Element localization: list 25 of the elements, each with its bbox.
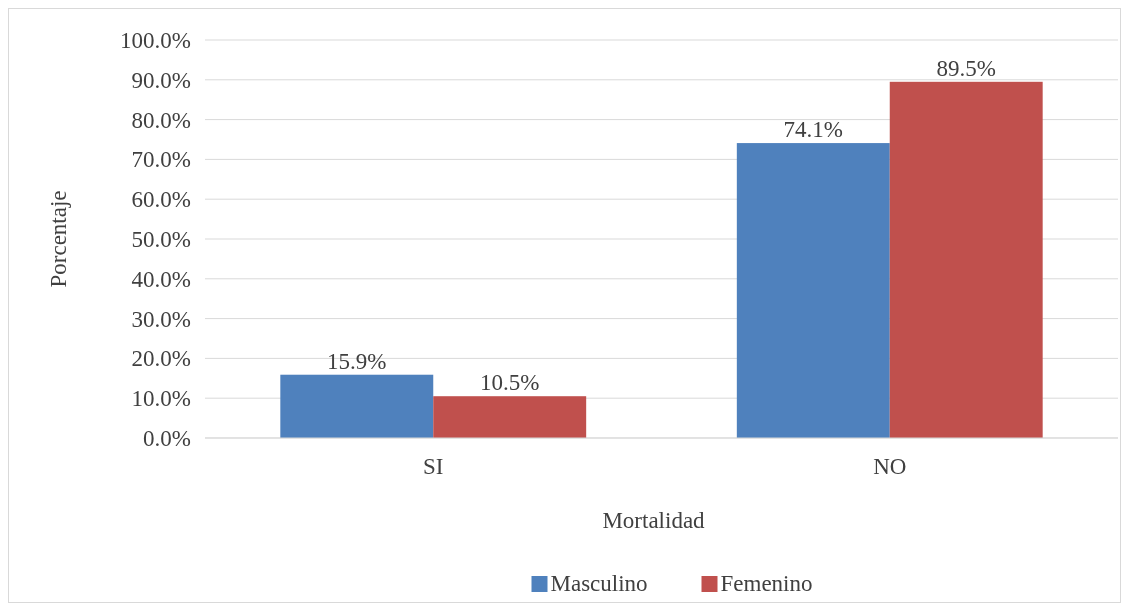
bar — [736, 143, 890, 438]
y-tick-label: 50.0% — [131, 227, 191, 253]
y-tick-label: 30.0% — [131, 306, 191, 332]
y-tick-label: 100.0% — [120, 28, 191, 54]
y-tick-label: 40.0% — [131, 266, 191, 292]
y-axis-title: Porcentaje — [46, 190, 71, 288]
y-tick-label: 0.0% — [143, 426, 191, 452]
legend-label: Masculino — [550, 571, 648, 596]
x-tick-label: NO — [873, 454, 907, 479]
y-tick-label: 90.0% — [131, 67, 191, 93]
y-tick-label: 70.0% — [131, 147, 191, 173]
y-tick-label: 80.0% — [131, 107, 191, 133]
data-label: 15.9% — [327, 348, 387, 374]
y-tick-label: 10.0% — [131, 386, 191, 412]
x-axis-title: Mortalidad — [602, 508, 706, 533]
x-tick-label: SI — [423, 454, 444, 479]
y-tick-label: 60.0% — [131, 187, 191, 213]
bar — [889, 81, 1043, 438]
legend-label: Femenino — [720, 571, 813, 596]
bar — [280, 374, 434, 438]
data-label: 74.1% — [783, 117, 843, 143]
y-tick-label: 20.0% — [131, 346, 191, 372]
data-label: 10.5% — [480, 370, 540, 396]
bar — [433, 396, 587, 438]
data-label: 89.5% — [936, 55, 996, 81]
